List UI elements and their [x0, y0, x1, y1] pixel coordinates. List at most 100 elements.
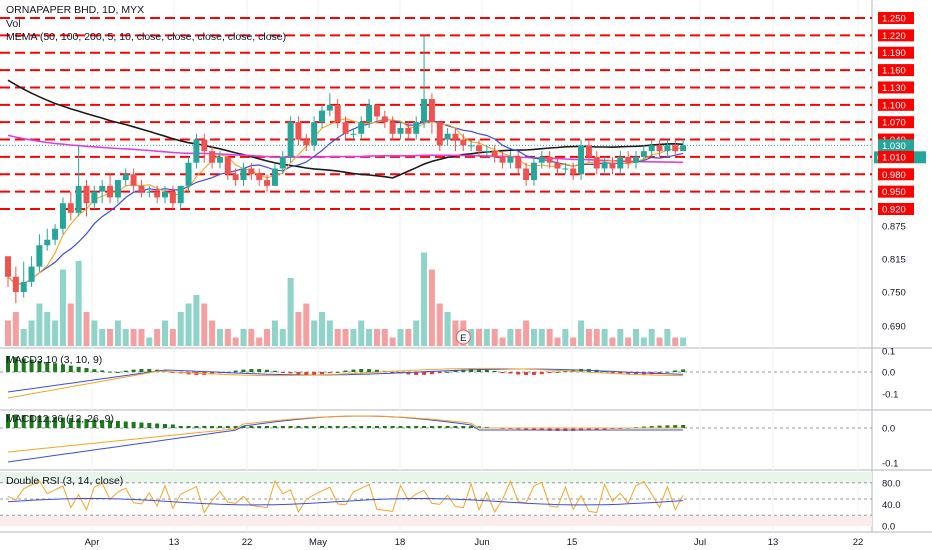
candle-body[interactable]	[491, 151, 498, 157]
candle-body[interactable]	[664, 145, 671, 152]
candle-body[interactable]	[405, 127, 412, 134]
candle-body[interactable]	[389, 122, 396, 134]
candle-body[interactable]	[381, 116, 388, 123]
candle-body[interactable]	[216, 156, 223, 163]
candle-body[interactable]	[279, 156, 286, 169]
candle-body[interactable]	[625, 156, 632, 163]
candle-body[interactable]	[146, 191, 153, 193]
candle-body[interactable]	[601, 162, 608, 169]
candle-body[interactable]	[530, 162, 537, 181]
candle-body[interactable]	[507, 156, 514, 163]
candle-body[interactable]	[460, 139, 467, 146]
candle-body[interactable]	[656, 145, 663, 152]
candle-body[interactable]	[295, 122, 302, 140]
earnings-icon[interactable]	[455, 329, 471, 345]
candle-body[interactable]	[303, 139, 310, 146]
level-price-tag	[878, 98, 914, 111]
candle-body[interactable]	[114, 180, 121, 198]
candle-body[interactable]	[232, 174, 239, 181]
candle-body[interactable]	[444, 133, 451, 140]
candle-body[interactable]	[75, 185, 82, 213]
candle-body[interactable]	[83, 185, 90, 204]
candle-body[interactable]	[366, 104, 373, 123]
macd12-histogram-bar	[304, 426, 309, 428]
candle-body[interactable]	[248, 168, 255, 175]
candle-body[interactable]	[130, 174, 137, 186]
symbol-legend: ORNAPAPER BHD, 1D, MYX	[6, 4, 145, 16]
candle-body[interactable]	[264, 180, 271, 186]
candle-body[interactable]	[5, 256, 11, 277]
candle-body[interactable]	[672, 145, 679, 152]
macd3-histogram-bar	[665, 371, 670, 373]
candle-body[interactable]	[52, 228, 59, 240]
candle-body[interactable]	[468, 145, 475, 147]
candle-body[interactable]	[107, 185, 114, 198]
candle-body[interactable]	[358, 122, 365, 134]
candle-body[interactable]	[648, 145, 655, 152]
candle-body[interactable]	[523, 168, 530, 181]
candle-body[interactable]	[640, 151, 647, 157]
candle-body[interactable]	[67, 203, 74, 213]
candle-body[interactable]	[397, 127, 404, 134]
candle-body[interactable]	[413, 122, 420, 134]
candle-body[interactable]	[193, 139, 200, 163]
candle-body[interactable]	[177, 185, 184, 204]
candle-body[interactable]	[578, 145, 585, 175]
candle-body[interactable]	[28, 266, 35, 282]
candle-body[interactable]	[256, 174, 263, 181]
candle-body[interactable]	[515, 156, 522, 169]
candle-body[interactable]	[436, 122, 443, 146]
candle-body[interactable]	[287, 122, 294, 157]
macd3-histogram-bar	[139, 369, 144, 372]
candle-body[interactable]	[162, 191, 168, 198]
macd12-histogram-bar	[92, 419, 97, 428]
candle-body[interactable]	[483, 151, 490, 153]
candle-body[interactable]	[99, 185, 106, 192]
candle-body[interactable]	[138, 185, 145, 192]
candle-body[interactable]	[224, 156, 231, 175]
candle-body[interactable]	[169, 191, 176, 204]
candle-body[interactable]	[373, 104, 380, 117]
candle-body[interactable]	[20, 281, 27, 292]
candle-body[interactable]	[91, 191, 98, 204]
candle-body[interactable]	[499, 156, 506, 163]
candle-body[interactable]	[44, 239, 51, 246]
candle-body[interactable]	[585, 145, 592, 157]
candle-body[interactable]	[185, 162, 192, 186]
candle-body[interactable]	[428, 99, 435, 123]
candle-body[interactable]	[476, 145, 482, 152]
candle-body[interactable]	[240, 168, 247, 181]
candle-body[interactable]	[154, 191, 161, 198]
candle-body[interactable]	[617, 156, 624, 169]
candle-body[interactable]	[334, 104, 341, 123]
candle-body[interactable]	[633, 156, 639, 163]
candle-body[interactable]	[452, 133, 459, 140]
candle-body[interactable]	[36, 245, 43, 267]
candle-body[interactable]	[546, 156, 553, 163]
candle-body[interactable]	[562, 168, 569, 170]
candle-body[interactable]	[122, 174, 129, 181]
macd3-histogram-bar	[288, 372, 293, 374]
candle-body[interactable]	[609, 162, 616, 169]
candle-body[interactable]	[12, 276, 19, 292]
candle-body[interactable]	[554, 162, 561, 169]
candle-body[interactable]	[342, 122, 349, 134]
candle-body[interactable]	[271, 168, 278, 186]
candle-body[interactable]	[538, 156, 545, 163]
candle-body[interactable]	[319, 110, 325, 123]
macd3-histogram-bar	[555, 371, 560, 373]
candle-body[interactable]	[311, 122, 318, 146]
candle-body[interactable]	[680, 145, 687, 152]
candle-body[interactable]	[59, 203, 66, 229]
macd3-histogram-bar	[618, 372, 623, 374]
candle-body[interactable]	[209, 151, 216, 163]
candle-body[interactable]	[350, 133, 357, 135]
candle-body[interactable]	[421, 99, 428, 123]
candle-body[interactable]	[326, 104, 333, 111]
macd3-line	[7, 368, 684, 393]
candle-body[interactable]	[593, 156, 600, 169]
candle-body[interactable]	[201, 139, 208, 152]
candle-body[interactable]	[570, 168, 577, 175]
macd12-histogram-bar	[602, 428, 607, 430]
